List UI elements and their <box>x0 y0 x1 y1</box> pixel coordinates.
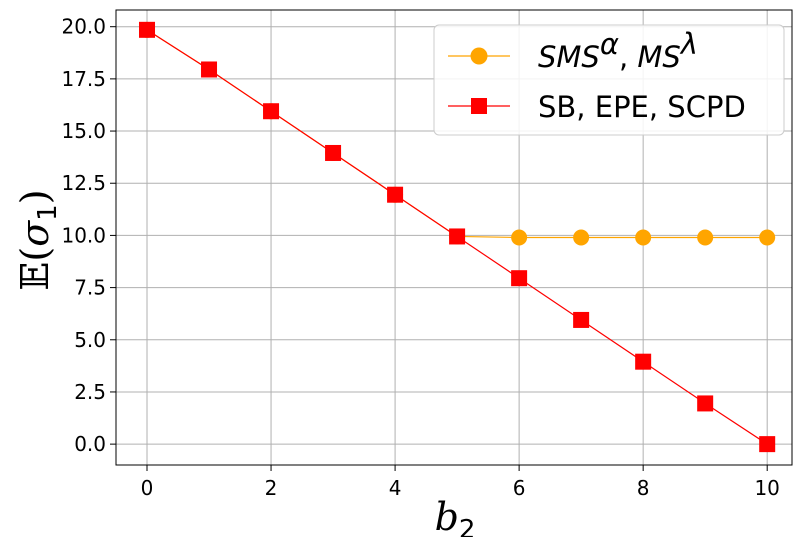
legend-marker-circle <box>470 47 488 65</box>
y-tick-label: 10.0 <box>61 223 106 247</box>
legend-marker-square <box>471 98 487 114</box>
y-tick-label: 7.5 <box>74 276 106 300</box>
x-axis-label: b2 <box>435 495 476 537</box>
data-point-square <box>573 311 590 328</box>
legend: SMSα, MSλ SB, EPE, SCPD <box>433 24 785 136</box>
x-tick-label: 2 <box>265 476 278 500</box>
x-tick-label: 10 <box>754 476 779 500</box>
data-point-square <box>325 144 342 161</box>
data-point-square <box>697 395 714 412</box>
data-point-circle <box>697 229 714 246</box>
data-point-square <box>387 186 404 203</box>
legend-entry-sb-epe-scpd: SB, EPE, SCPD <box>448 90 746 124</box>
y-tick-label: 5.0 <box>74 328 106 352</box>
x-tick-label: 4 <box>389 476 402 500</box>
data-point-square <box>139 21 156 38</box>
legend-box <box>433 24 785 136</box>
y-tick-label: 0.0 <box>74 432 106 456</box>
series-layer <box>139 21 776 453</box>
y-axis-label: 𝔼(σ1) <box>13 189 63 290</box>
data-point-circle <box>511 229 528 246</box>
x-tick-label: 0 <box>141 476 154 500</box>
y-tick-label: 20.0 <box>61 15 106 39</box>
x-tick-label: 8 <box>637 476 650 500</box>
legend-entry-sms-ms: SMSα, MSλ <box>448 27 698 74</box>
plot-frame <box>115 9 793 466</box>
data-point-square <box>449 228 466 245</box>
data-point-circle <box>635 229 652 246</box>
x-tick-label: 6 <box>513 476 526 500</box>
data-point-square <box>635 353 652 370</box>
ticks: 0 2 4 6 8 10 0.0 2.5 5.0 7.5 10.0 12.5 15.0 17.5 20.0 <box>61 15 779 500</box>
y-tick-label: 2.5 <box>74 380 106 404</box>
y-tick-label: 17.5 <box>61 67 106 91</box>
data-point-square <box>511 270 528 287</box>
legend-label-sb-epe-scpd: SB, EPE, SCPD <box>538 90 746 124</box>
data-point-square <box>759 436 776 453</box>
data-point-circle <box>759 229 776 246</box>
legend-label-sms-ms: SMSα, MSλ <box>538 27 698 74</box>
data-point-circle <box>573 229 590 246</box>
y-tick-label: 15.0 <box>61 119 106 143</box>
data-point-square <box>201 61 218 78</box>
y-tick-label: 12.5 <box>61 171 106 195</box>
data-point-square <box>263 103 280 120</box>
